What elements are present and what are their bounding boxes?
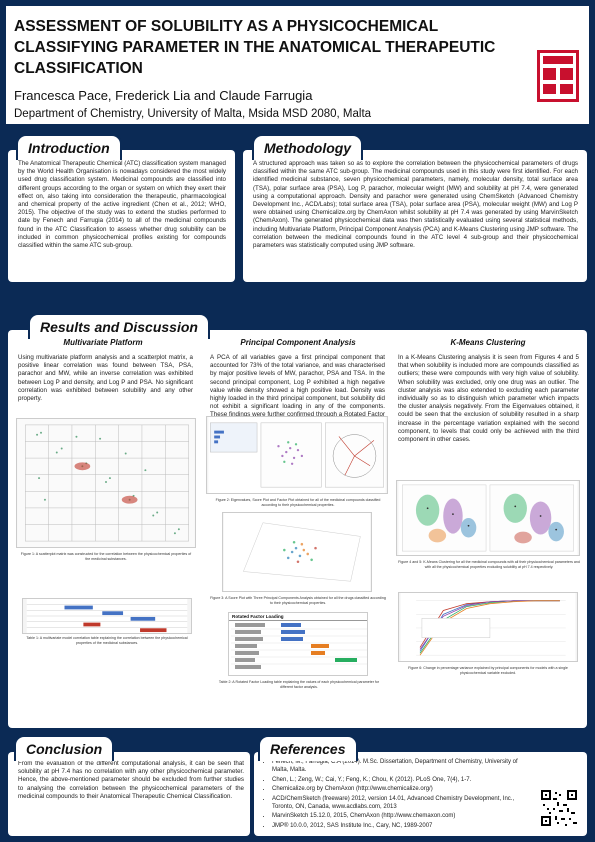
results-heading: Results and Discussion — [28, 313, 210, 339]
poster-header: ASSESSMENT OF SOLUBILITY AS A PHYSICOCHE… — [6, 6, 589, 124]
reference-item: MarvinSketch 15.12.0, 2015, ChemAxon (ht… — [272, 812, 532, 820]
table-1-caption: Table 1: A multivariate model correlatio… — [26, 636, 188, 645]
conclusion-heading: Conclusion — [14, 735, 115, 761]
rotated-factor-loading-table: Rotated Factor Loading — [228, 612, 368, 676]
variance-explained-line-figure — [398, 592, 578, 662]
poster-authors: Francesca Pace, Frederick Lia and Claude… — [14, 88, 313, 103]
pca-eigen-score-factor-figure — [206, 416, 388, 494]
figure-2-caption: Figure 2: Eigenvalues, Score Plot and Fa… — [215, 498, 381, 507]
poster-affiliation: Department of Chemistry, University of M… — [14, 108, 372, 120]
figure-1-caption: Figure 1: A scatterplot matrix was const… — [20, 552, 192, 561]
results-panel: Multivariate Platform Using multivariate… — [8, 330, 587, 728]
reference-item: ACD/ChemSketch (freeware) 2012, version … — [272, 795, 532, 812]
conclusion-panel: From the evaluation of the different com… — [8, 752, 250, 836]
rotated-factor-loading-title: Rotated Factor Loading — [229, 613, 367, 621]
reference-item: Chemicalize.org by ChemAxon (http://www.… — [272, 785, 532, 793]
references-heading: References — [258, 735, 358, 761]
figure-3-caption: Figure 3: A Score Plot with Three Princi… — [210, 596, 386, 605]
qr-code-icon — [539, 788, 579, 828]
methodology-text: A structured approach was taken so as to… — [253, 160, 578, 250]
multivariate-text: Using multivariate platform analysis and… — [18, 354, 193, 403]
reference-item: Chen, L.; Zeng, W.; Cai, Y.; Feng, K.; C… — [272, 776, 532, 784]
references-panel: Fenech, M.; Farrugia, C.A (2014). M.Sc. … — [254, 752, 587, 836]
reference-list: Fenech, M.; Farrugia, C.A (2014). M.Sc. … — [262, 758, 532, 831]
conclusion-text: From the evaluation of the different com… — [18, 760, 244, 800]
table-2-caption: Table 2: A Rotated Factor Loading table … — [218, 680, 380, 689]
reference-item: Fenech, M.; Farrugia, C.A (2014). M.Sc. … — [272, 758, 532, 775]
rotated-factor-loading-rows — [231, 623, 367, 669]
multivariate-title: Multivariate Platform — [63, 338, 143, 347]
methodology-heading: Methodology — [252, 134, 364, 160]
introduction-panel: The Anatomical Therapeutic Chemical (ATC… — [8, 150, 235, 282]
reference-item: JMP® 10.0.0, 2012, SAS Institute Inc., C… — [272, 822, 532, 830]
pca-3d-score-plot-figure — [222, 512, 372, 592]
figure-6-caption: Figure 6: Change in percentage variance … — [408, 666, 568, 675]
pca-title: Principal Component Analysis — [240, 338, 356, 347]
university-logo-icon — [537, 50, 579, 102]
poster-title: ASSESSMENT OF SOLUBILITY AS A PHYSICOCHE… — [14, 18, 496, 77]
kmeans-text: In a K-Means Clustering analysis it is s… — [398, 354, 579, 444]
kmeans-title: K-Means Clustering — [450, 338, 526, 347]
correlation-table-figure — [22, 598, 192, 634]
kmeans-cluster-figure — [396, 480, 580, 556]
figure-4-5-caption: Figure 4 and 5: K-Means Clustering for a… — [398, 560, 580, 569]
introduction-heading: Introduction — [16, 134, 122, 160]
methodology-panel: A structured approach was taken so as to… — [243, 150, 587, 282]
introduction-text: The Anatomical Therapeutic Chemical (ATC… — [18, 160, 226, 250]
scatterplot-matrix-figure — [16, 418, 196, 548]
